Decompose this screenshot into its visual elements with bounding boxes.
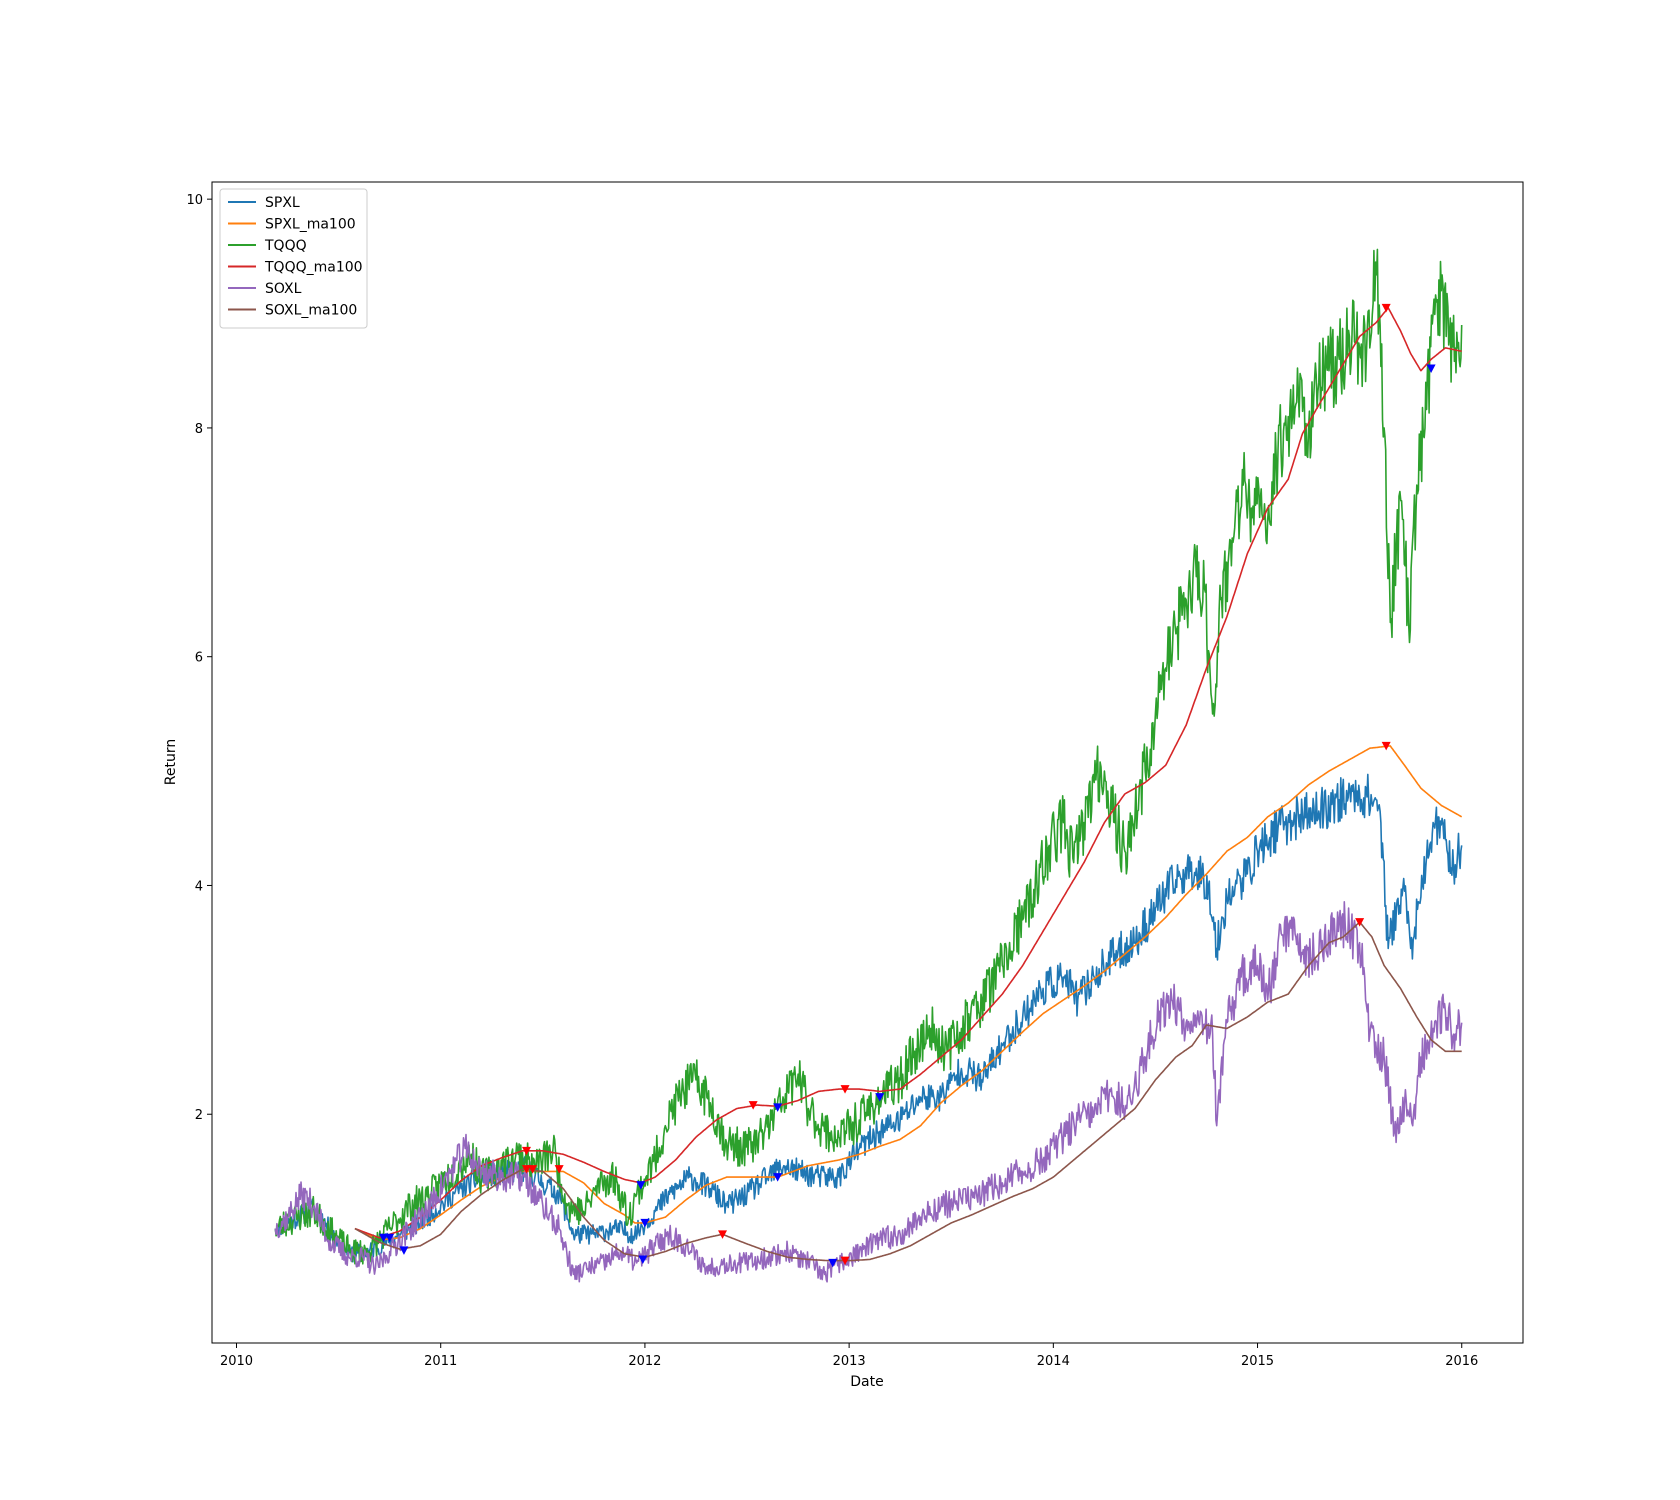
x-tick-label: 2010 (220, 1354, 253, 1369)
signal-marker (773, 1103, 783, 1112)
y-tick-label: 10 (186, 193, 203, 208)
series-line-soxl-ma100 (354, 921, 1462, 1262)
signal-marker (379, 1233, 389, 1243)
x-tick-label: 2012 (628, 1354, 661, 1369)
signal-marker (521, 1165, 531, 1174)
signal-marker (640, 1218, 650, 1228)
x-tick-label: 2015 (1241, 1354, 1274, 1369)
signal-marker (521, 1146, 531, 1156)
signal-marker (1381, 741, 1391, 751)
x-tick-label: 2011 (424, 1354, 457, 1369)
y-tick-label: 6 (195, 651, 203, 666)
y-tick-label: 8 (195, 422, 203, 437)
y-axis: 2 4 6 8 10 (186, 193, 212, 1123)
y-axis-label: Return (163, 739, 179, 785)
series-layer (274, 248, 1463, 1283)
signal-marker (828, 1258, 838, 1268)
signal-marker (399, 1246, 409, 1255)
x-tick-label: 2013 (833, 1354, 866, 1369)
x-axis-label: Date (850, 1374, 883, 1390)
legend-label: SOXL_ma100 (265, 303, 357, 319)
signal-marker (718, 1230, 728, 1239)
signal-marker (840, 1256, 850, 1266)
plot-area (212, 182, 1523, 1343)
signal-marker (748, 1101, 758, 1110)
signal-marker (875, 1093, 885, 1102)
legend: SPXL SPXL_ma100 TQQQ TQQQ_ma100 SOXL SOXL_ma1… (219, 188, 368, 329)
x-tick-label: 2014 (1037, 1354, 1070, 1369)
x-tick-label: 2016 (1445, 1354, 1478, 1369)
signal-marker (638, 1255, 648, 1264)
marker-layer (379, 303, 1436, 1268)
signal-marker (1381, 303, 1391, 313)
signal-marker (1426, 364, 1436, 373)
plot-frame (211, 181, 1524, 1344)
legend-box (219, 188, 368, 329)
x-axis: 2010 2011 2012 2013 2014 2015 2016 (220, 1343, 1478, 1369)
y-tick-label: 4 (195, 879, 203, 894)
signal-marker (385, 1233, 395, 1243)
legend-label: TQQQ_ma100 (264, 260, 363, 276)
series-line-soxl (274, 901, 1463, 1283)
signal-marker (636, 1181, 646, 1190)
signal-marker (528, 1165, 538, 1174)
legend-label: TQQQ (264, 238, 307, 254)
legend-label: SPXL (265, 195, 300, 211)
signal-marker (1355, 918, 1365, 927)
signal-marker (773, 1173, 783, 1182)
y-tick-label: 2 (195, 1108, 203, 1123)
legend-label: SOXL (265, 281, 302, 297)
legend-label: SPXL_ma100 (265, 217, 356, 233)
series-line-tqqq-ma100 (354, 307, 1462, 1239)
signal-marker (840, 1085, 850, 1094)
signal-marker (554, 1165, 564, 1174)
